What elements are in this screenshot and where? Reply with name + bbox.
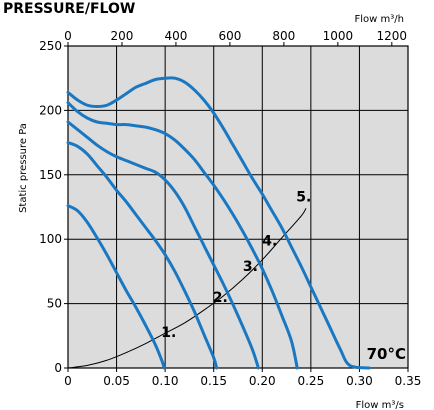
y-tick-label: 100 bbox=[39, 232, 62, 246]
x-bottom-axis-label: Flow m³/s bbox=[356, 400, 404, 410]
fan-curve-4 bbox=[66, 101, 299, 370]
x-top-tick-label: 600 bbox=[218, 29, 241, 43]
fan-curve-2 bbox=[66, 141, 219, 370]
x-top-tick-label: 1200 bbox=[377, 29, 408, 43]
temperature-label: 70°C bbox=[367, 345, 406, 363]
curve-label-1: 1. bbox=[161, 325, 176, 341]
x-top-tick-label: 1000 bbox=[323, 29, 354, 43]
system-curve bbox=[67, 208, 307, 369]
y-tick-label: 150 bbox=[39, 168, 62, 182]
curve-label-3: 3. bbox=[243, 259, 258, 275]
axis-ticks: 0 0.05 0.10 0.15 0.20 0.25 0.30 0.35 0 50 100 150 20… bbox=[39, 29, 421, 388]
y-tick-label: 250 bbox=[39, 39, 62, 53]
chart-title: PRESSURE/FLOW bbox=[3, 1, 135, 17]
x-tick-label: 0.10 bbox=[152, 374, 179, 388]
x-tick-label: 0 bbox=[64, 374, 72, 388]
fan-curve-5 bbox=[66, 76, 371, 370]
system-curve-group bbox=[67, 208, 307, 369]
x-tick-label: 0.15 bbox=[200, 374, 227, 388]
x-tick-label: 0.25 bbox=[297, 374, 324, 388]
x-tick-label: 0.05 bbox=[103, 374, 130, 388]
y-tick-label: 0 bbox=[54, 361, 62, 375]
x-top-tick-label: 800 bbox=[272, 29, 295, 43]
x-tick-label: 0.30 bbox=[346, 374, 373, 388]
x-top-tick-label: 200 bbox=[111, 29, 134, 43]
fan-curves bbox=[66, 76, 371, 370]
x-top-tick-label: 0 bbox=[64, 29, 72, 43]
fan-curve-3 bbox=[66, 120, 260, 370]
curve-label-4: 4. bbox=[262, 233, 277, 249]
x-tick-label: 0.20 bbox=[249, 374, 276, 388]
fan-curve-1 bbox=[66, 204, 166, 370]
y-tick-label: 50 bbox=[47, 297, 62, 311]
curve-label-5: 5. bbox=[296, 190, 311, 206]
plot-area bbox=[68, 46, 408, 368]
curve-label-2: 2. bbox=[213, 290, 228, 306]
y-axis-label: Static pressure Pa bbox=[18, 123, 29, 213]
curve-labels: 1. 2. 3.4. 5. bbox=[161, 190, 311, 341]
x-top-tick-label: 400 bbox=[164, 29, 187, 43]
x-tick-label: 0.35 bbox=[395, 374, 422, 388]
x-top-axis-label: Flow m³/h bbox=[355, 14, 404, 25]
y-tick-label: 200 bbox=[39, 103, 62, 117]
